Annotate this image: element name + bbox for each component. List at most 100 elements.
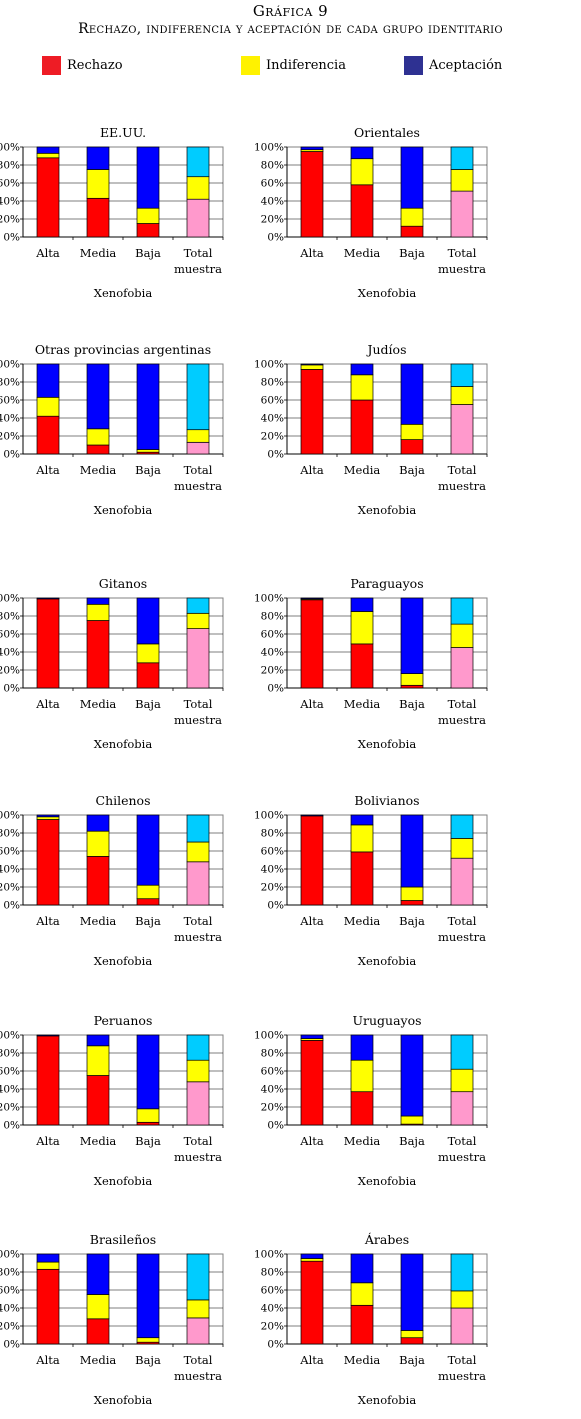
bar-indiferencia-media [350,611,374,645]
bar-aceptacion-media [350,597,374,612]
chart-uruguayos: Uruguayos 0% 20% 40% 60% 80% 100% Alta Media Baja… [254,1013,488,1188]
x-tick-label: Alta [35,246,60,260]
x-tick-label: muestra [438,479,486,493]
y-tick-label: 0% [267,1339,284,1351]
y-tick-label: 80% [0,1267,20,1279]
bar-rechazo-media [350,1091,374,1126]
bar-rechazo-baja [136,1121,160,1126]
y-tick-label: 20% [261,214,284,226]
y-tick-label: 60% [0,846,20,858]
figure-label: Gráfica 9 [252,2,329,20]
x-tick-label: Total [448,914,477,928]
bar-aceptacion-alta [300,1253,324,1259]
x-tick-label: Media [80,914,117,928]
bar-indiferencia-baja [400,1330,424,1339]
bar-rechazo-baja [136,898,160,906]
x-axis-label: Xenofobia [94,1174,153,1188]
x-tick-label: Media [80,1134,117,1148]
x-axis-label: Xenofobia [94,503,153,517]
x-tick-label: Total [184,1134,213,1148]
chart-orientales: Orientales 0% 20% 40% 60% 80% 100% Alta Media Baj… [254,125,488,300]
figure-title: Rechazo, indiferencia y aceptación de ca… [78,21,503,37]
y-tick-label: 40% [0,196,20,208]
x-tick-label: muestra [438,713,486,727]
y-tick-label: 100% [254,593,284,605]
x-tick-label: Baja [135,1134,161,1148]
bar-indiferencia-alta [300,1258,324,1262]
bar-indiferencia-total-muestra [450,386,474,405]
legend-label-rechazo: Rechazo [67,58,123,73]
bar-aceptacion-baja [400,1034,424,1117]
y-tick-label: 60% [0,178,20,190]
bar-rechazo-media [86,1318,110,1345]
y-tick-label: 0% [3,1120,20,1132]
bar-indiferencia-media [86,428,110,446]
bar-indiferencia-media [86,830,110,857]
bar-indiferencia-total-muestra [186,1299,210,1319]
y-tick-label: 100% [254,359,284,371]
y-tick-label: 0% [3,683,20,695]
bar-aceptacion-total-muestra [186,1253,210,1301]
bar-indiferencia-total-muestra [450,838,474,859]
y-tick-label: 0% [3,900,20,912]
bar-indiferencia-baja [400,207,424,227]
bar-indiferencia-baja [136,1108,160,1123]
y-tick-label: 100% [0,359,20,371]
bar-rechazo-media [86,1075,110,1126]
y-tick-label: 0% [3,232,20,244]
bar-rechazo-total-muestra [450,857,474,906]
bar-rechazo-alta [300,599,324,689]
x-tick-label: Media [344,1134,381,1148]
bar-aceptacion-media [350,1034,374,1061]
x-tick-label: Media [80,1353,117,1367]
x-axis-label: Xenofobia [358,1393,417,1407]
bar-aceptacion-total-muestra [450,146,474,170]
x-axis-label: Xenofobia [94,1393,153,1407]
bar-aceptacion-alta [300,363,324,366]
x-axis-label: Xenofobia [94,286,153,300]
bar-aceptacion-total-muestra [186,1034,210,1061]
bar-aceptacion-baja [400,363,424,425]
bar-aceptacion-alta [300,597,324,600]
bar-indiferencia-media [350,374,374,401]
bar-rechazo-alta [36,157,60,238]
x-tick-label: Media [80,697,117,711]
x-tick-label: Total [448,697,477,711]
y-tick-label: 20% [261,1102,284,1114]
legend-swatch-rechazo [42,56,61,75]
x-tick-label: Alta [35,697,60,711]
y-tick-label: 100% [254,142,284,154]
bar-aceptacion-baja [400,1253,424,1331]
y-tick-label: 40% [0,647,20,659]
y-tick-label: 20% [0,1321,20,1333]
bar-rechazo-alta [36,598,60,689]
y-tick-label: 20% [261,431,284,443]
x-tick-label: muestra [174,1369,222,1383]
y-tick-label: 80% [261,160,284,172]
bar-indiferencia-media [350,1059,374,1093]
x-tick-label: Media [344,914,381,928]
x-tick-label: Baja [399,463,425,477]
bar-indiferencia-total-muestra [450,623,474,648]
bar-aceptacion-total-muestra [186,597,210,614]
chart-paraguayos: Paraguayos 0% 20% 40% 60% 80% 100% Alta Media Baj… [254,576,488,751]
y-tick-label: 60% [0,1066,20,1078]
bar-aceptacion-total-muestra [186,814,210,843]
x-tick-label: Total [448,463,477,477]
bar-rechazo-total-muestra [186,628,210,689]
bar-rechazo-total-muestra [450,647,474,689]
bar-indiferencia-media [350,1282,374,1306]
bar-rechazo-media [350,399,374,455]
x-axis-label: Xenofobia [358,954,417,968]
bar-indiferencia-total-muestra [450,169,474,192]
bar-aceptacion-baja [400,597,424,674]
y-tick-label: 40% [0,864,20,876]
y-tick-label: 60% [261,846,284,858]
y-tick-label: 100% [0,593,20,605]
bar-aceptacion-alta [36,1253,60,1263]
x-axis-label: Xenofobia [94,954,153,968]
bar-rechazo-alta [300,815,324,906]
bar-rechazo-total-muestra [186,441,210,455]
bar-rechazo-media [350,643,374,689]
bar-rechazo-baja [136,662,160,689]
